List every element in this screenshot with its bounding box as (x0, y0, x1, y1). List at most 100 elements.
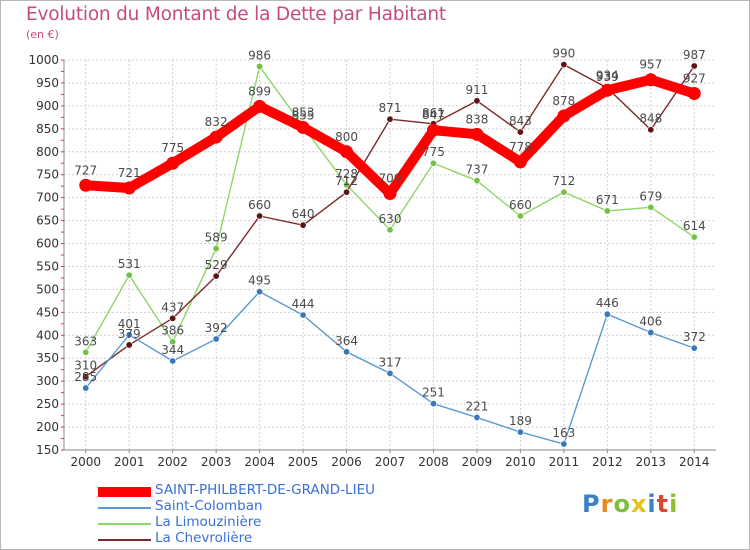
series-point-2 (386, 226, 394, 234)
y-tick-label: 550 (36, 259, 59, 273)
series-point-3 (299, 221, 307, 229)
logo-letter: P (582, 490, 601, 518)
series-point-3 (212, 272, 220, 280)
x-tick-label: 2001 (114, 455, 145, 469)
series-point-0 (296, 120, 310, 134)
logo-letter: i (669, 490, 679, 518)
data-label: 712 (335, 174, 358, 188)
chart-title: Evolution du Montant de la Dette par Hab… (26, 4, 446, 25)
data-label: 990 (552, 47, 575, 61)
y-tick-label: 500 (36, 282, 59, 296)
series-point-2 (82, 348, 90, 356)
data-label: 871 (379, 101, 402, 115)
data-label: 529 (205, 258, 228, 272)
y-tick-label: 700 (36, 191, 59, 205)
x-tick-label: 2006 (331, 455, 362, 469)
series-point-3 (125, 341, 133, 349)
series-point-2 (516, 212, 524, 220)
legend-swatch (98, 523, 151, 525)
data-label: 163 (552, 426, 575, 440)
x-tick-label: 2005 (288, 455, 319, 469)
series-point-2 (343, 181, 351, 189)
data-label: 727 (74, 163, 97, 177)
x-tick-label: 2000 (70, 455, 101, 469)
y-tick-label: 900 (36, 99, 59, 113)
y-tick-label: 300 (36, 374, 59, 388)
data-label: 406 (639, 315, 662, 329)
logo-letter: t (656, 490, 670, 518)
series-point-1 (647, 329, 655, 337)
data-label: 285 (74, 370, 97, 384)
data-label: 878 (552, 94, 575, 108)
series-point-0 (340, 145, 354, 159)
data-label: 589 (205, 231, 228, 245)
series-point-1 (429, 400, 437, 408)
series-point-1 (169, 357, 177, 365)
series-point-3 (343, 188, 351, 196)
series-point-3 (169, 314, 177, 322)
data-label: 899 (248, 84, 271, 98)
series-point-2 (212, 245, 220, 253)
logo-letter: i (647, 490, 657, 518)
data-label: 987 (683, 48, 706, 62)
series-point-1 (560, 440, 568, 448)
series-point-1 (256, 288, 264, 296)
series-point-1 (212, 335, 220, 343)
legend-label: La Chevrolière (155, 530, 253, 546)
data-label: 221 (465, 399, 488, 413)
data-label: 310 (74, 359, 97, 373)
data-label: 189 (509, 414, 532, 428)
x-tick-label: 2010 (505, 455, 536, 469)
data-label: 986 (248, 48, 271, 62)
series-point-0 (644, 73, 658, 87)
series-point-3 (82, 373, 90, 381)
x-tick-label: 2007 (375, 455, 406, 469)
y-tick-label: 850 (36, 122, 59, 136)
series-point-0 (166, 156, 180, 170)
x-tick-label: 2011 (549, 455, 580, 469)
data-label: 832 (205, 115, 228, 129)
series-point-2 (473, 177, 481, 185)
data-label: 775 (422, 145, 445, 159)
data-label: 847 (422, 108, 445, 122)
logo-letter: x (630, 490, 648, 518)
y-tick-label: 450 (36, 305, 59, 319)
data-label: 372 (683, 330, 706, 344)
data-label: 640 (292, 207, 315, 221)
data-label: 855 (292, 109, 315, 123)
data-label: 379 (118, 327, 141, 341)
data-label: 848 (639, 112, 662, 126)
data-label: 861 (422, 106, 445, 120)
series-point-3 (690, 62, 698, 70)
data-label: 531 (118, 257, 141, 271)
y-tick-label: 150 (36, 443, 59, 457)
y-tick-label: 250 (36, 397, 59, 411)
x-tick-label: 2012 (592, 455, 623, 469)
series-point-2 (125, 271, 133, 279)
legend-swatch (98, 539, 151, 541)
data-label: 251 (422, 386, 445, 400)
series-point-3 (256, 212, 264, 220)
series-point-0 (557, 109, 571, 123)
proxiti-logo: Proxiti (582, 490, 678, 518)
data-label: 660 (248, 198, 271, 212)
series-point-1 (343, 348, 351, 356)
series-point-2 (560, 188, 568, 196)
series-point-2 (256, 62, 264, 70)
series-point-0 (600, 83, 614, 97)
data-label: 838 (465, 112, 488, 126)
series-point-1 (299, 311, 307, 319)
x-tick-label: 2008 (418, 455, 449, 469)
series-point-3 (473, 97, 481, 105)
logo-letter: r (600, 490, 614, 518)
data-label: 843 (509, 114, 532, 128)
x-tick-label: 2013 (636, 455, 667, 469)
legend-label: La Limouzinière (155, 514, 262, 530)
x-tick-label: 2003 (201, 455, 232, 469)
x-tick-label: 2014 (679, 455, 710, 469)
y-tick-label: 650 (36, 214, 59, 228)
y-tick-label: 200 (36, 420, 59, 434)
data-label: 660 (509, 198, 532, 212)
data-label: 671 (596, 193, 619, 207)
